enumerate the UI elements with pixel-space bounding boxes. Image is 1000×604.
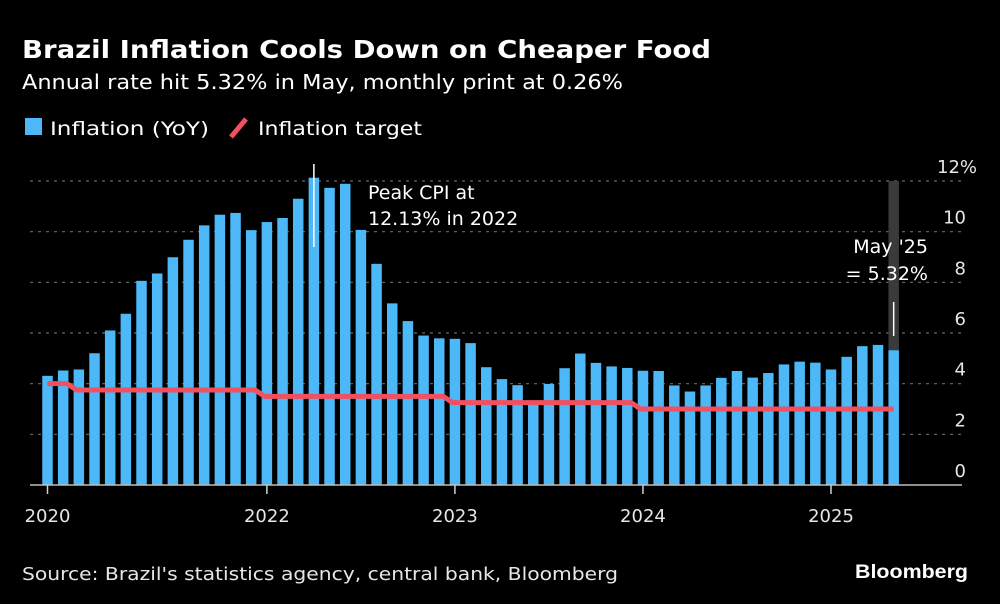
- bar-aug-2023: [559, 368, 570, 485]
- bar-feb-2023: [465, 343, 476, 485]
- x-tick-label: 2020: [25, 506, 71, 527]
- legend-swatch-inflation: [25, 118, 42, 135]
- bar-nov-2022: [418, 335, 429, 485]
- bar-jul-2024: [731, 371, 743, 485]
- bar-mar-2025: [857, 346, 868, 485]
- bar-jun-2023: [528, 404, 539, 485]
- latest-annotation-line1: May '25: [853, 236, 928, 258]
- legend-label-inflation: Inflation (YoY): [50, 118, 209, 140]
- chart-subtitle: Annual rate hit 5.32% in May, monthly pr…: [22, 70, 623, 94]
- bar-dec-2022: [434, 338, 445, 485]
- bar-jun-2021: [151, 273, 163, 485]
- y-tick-label: 0: [955, 461, 966, 482]
- bar-jun-2024: [716, 377, 727, 485]
- bar-apr-2021: [120, 313, 132, 485]
- bloomberg-logo: Bloomberg: [855, 562, 968, 583]
- y-tick-label: 12%: [937, 157, 977, 178]
- bar-oct-2021: [214, 214, 226, 485]
- bar-jan-2021: [73, 369, 85, 485]
- y-tick-label: 2: [955, 410, 966, 431]
- y-tick-label: 4: [955, 360, 966, 381]
- bar-sep-2021: [198, 225, 210, 486]
- bar-apr-2022: [308, 177, 320, 485]
- bar-mar-2023: [481, 367, 492, 485]
- bar-oct-2024: [778, 364, 790, 485]
- bar-oct-2022: [402, 321, 414, 485]
- bar-may-2024: [700, 385, 711, 485]
- bar-oct-2023: [590, 362, 602, 485]
- bars: [42, 177, 899, 486]
- chart-title: Brazil Inflation Cools Down on Cheaper F…: [22, 35, 711, 64]
- peak-annotation-line1: Peak CPI at: [368, 182, 475, 204]
- bar-sep-2024: [763, 373, 774, 485]
- bar-feb-2025: [841, 356, 852, 485]
- y-tick-label: 10: [943, 208, 966, 229]
- x-tick-label: 2024: [620, 506, 666, 527]
- bar-jan-2022: [261, 222, 273, 486]
- bar-dec-2020: [57, 370, 69, 485]
- y-axis: 0 2 4 6 8 10 12%: [937, 157, 977, 482]
- y-tick-label: 6: [955, 309, 966, 330]
- bar-apr-2025: [872, 344, 884, 485]
- legend-swatch-target: [229, 117, 248, 139]
- bar-jul-2021: [167, 257, 179, 485]
- bar-may-2022: [324, 187, 335, 485]
- bar-dec-2021: [245, 230, 257, 485]
- x-axis: 2020 2022 2023 2024 2025: [25, 484, 962, 527]
- x-tick-label: 2023: [432, 506, 478, 527]
- legend-label-target: Inflation target: [258, 118, 422, 140]
- bar-mar-2021: [104, 330, 116, 485]
- peak-annotation-line2: 12.13% in 2022: [368, 208, 518, 230]
- bar-may-2023: [512, 385, 523, 485]
- bar-sep-2023: [575, 353, 586, 485]
- target-line: [47, 381, 894, 412]
- bar-feb-2021: [89, 353, 100, 485]
- bar-aug-2022: [371, 263, 382, 485]
- bar-nov-2021: [230, 212, 241, 486]
- bar-jan-2023: [449, 338, 461, 485]
- bar-jun-2022: [339, 183, 351, 485]
- x-tick-label: 2025: [808, 506, 854, 527]
- x-tick-label: 2022: [244, 506, 290, 527]
- bar-apr-2023: [496, 379, 508, 485]
- bar-aug-2024: [747, 377, 758, 485]
- bar-mar-2022: [292, 198, 304, 485]
- bar-may-2025: [888, 350, 899, 485]
- bar-feb-2022: [277, 217, 288, 485]
- bar-aug-2021: [183, 239, 194, 485]
- y-tick-label: 8: [955, 258, 966, 279]
- legend: Inflation (YoY) Inflation target: [25, 117, 422, 140]
- bar-apr-2024: [684, 391, 696, 485]
- bar-jan-2024: [637, 370, 649, 485]
- bar-jan-2025: [825, 369, 837, 485]
- bar-nov-2023: [606, 366, 617, 485]
- bar-may-2021: [136, 280, 147, 485]
- latest-annotation-line2: = 5.32%: [846, 263, 928, 285]
- gridlines: [30, 180, 962, 435]
- bar-jul-2022: [355, 229, 367, 485]
- bar-dec-2023: [622, 367, 633, 485]
- bar-nov-2024: [794, 361, 805, 485]
- highlight-column: [888, 181, 899, 351]
- bar-nov-2020: [42, 375, 53, 485]
- bar-mar-2024: [669, 385, 680, 485]
- source-note: Source: Brazil's statistics agency, cent…: [22, 564, 618, 585]
- bar-dec-2024: [810, 362, 821, 485]
- bar-jul-2023: [543, 383, 555, 485]
- bar-feb-2024: [653, 371, 664, 485]
